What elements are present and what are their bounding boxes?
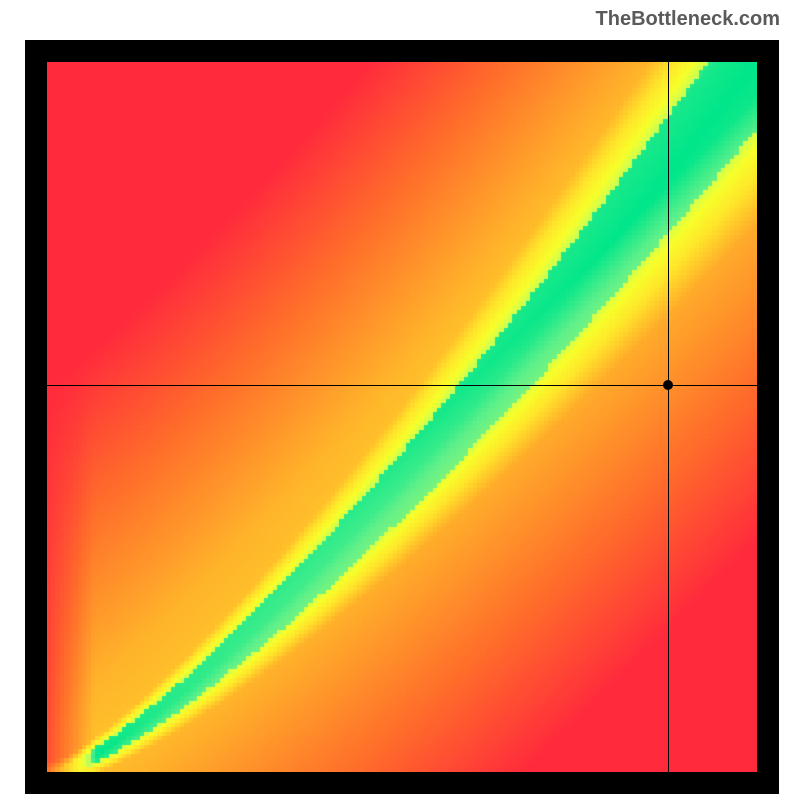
chart-container: TheBottleneck.com bbox=[0, 0, 800, 800]
chart-frame bbox=[25, 40, 779, 794]
crosshair-horizontal bbox=[47, 385, 757, 386]
crosshair-dot bbox=[663, 380, 673, 390]
crosshair-vertical bbox=[668, 62, 669, 772]
bottleneck-heatmap bbox=[47, 62, 757, 772]
watermark-text: TheBottleneck.com bbox=[596, 8, 780, 31]
